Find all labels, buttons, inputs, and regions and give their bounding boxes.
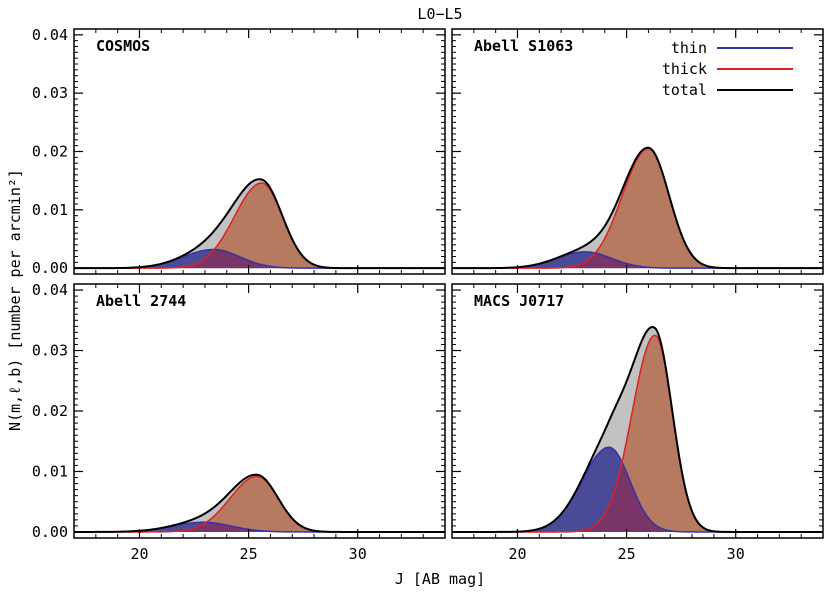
y-axis-title: N(m,ℓ,b) [number per arcmin²] xyxy=(6,169,24,431)
thick-fill xyxy=(452,148,823,269)
legend-label-thin: thin xyxy=(671,39,707,57)
panel-cosmos: 0.00 0.01 0.02 0.03 0.04 COSMOS xyxy=(32,26,446,277)
panel-label: COSMOS xyxy=(96,37,150,55)
y-tick-label: 0.03 xyxy=(32,342,68,360)
total-line xyxy=(74,473,445,533)
plot-area xyxy=(452,146,823,270)
y-tick-label: 0.00 xyxy=(32,259,68,277)
panel-macs-j0717: 20 25 30 MACS J0717 xyxy=(451,283,824,563)
panel-abell-s1063: Abell S1063 thin thick total xyxy=(451,28,824,275)
thin-fill xyxy=(74,522,445,532)
panel-abell-2744: 20 25 30 0.00 0.01 0.02 0.03 0.04 Abell 2744 xyxy=(32,281,446,563)
y-tick-label: 0.01 xyxy=(32,462,68,480)
plot-area xyxy=(74,178,445,270)
x-tick-label: 30 xyxy=(727,545,745,563)
thick-fill xyxy=(74,183,445,269)
x-tick-label: 25 xyxy=(240,545,258,563)
chart-title: L0−L5 xyxy=(417,5,462,23)
panel-label: MACS J0717 xyxy=(474,292,564,310)
total-line xyxy=(74,178,445,270)
total-line xyxy=(452,146,823,270)
x-tick-label: 20 xyxy=(130,545,148,563)
x-tick-label: 20 xyxy=(508,545,526,563)
panel-label: Abell 2744 xyxy=(96,292,186,310)
x-tick-label: 25 xyxy=(618,545,636,563)
y-tick-label: 0.02 xyxy=(32,143,68,161)
legend-label-thick: thick xyxy=(662,60,707,78)
total-line xyxy=(452,326,823,533)
y-tick-label: 0.02 xyxy=(32,402,68,420)
y-tick-label: 0.00 xyxy=(32,523,68,541)
y-tick-label: 0.04 xyxy=(32,281,68,299)
thick-fill xyxy=(74,476,445,532)
thin-fill xyxy=(74,249,445,269)
y-tick-label: 0.04 xyxy=(32,26,68,44)
thin-fill xyxy=(452,251,823,269)
y-tick-label: 0.01 xyxy=(32,201,68,219)
panel-label: Abell S1063 xyxy=(474,37,573,55)
x-axis-title: J [AB mag] xyxy=(395,570,485,588)
plot-area xyxy=(452,326,823,533)
overlap-fill xyxy=(452,462,823,532)
legend-label-total: total xyxy=(662,81,707,99)
plot-area xyxy=(74,473,445,533)
y-tick-label: 0.03 xyxy=(32,84,68,102)
x-tick-label: 30 xyxy=(349,545,367,563)
thick-fill xyxy=(452,335,823,532)
